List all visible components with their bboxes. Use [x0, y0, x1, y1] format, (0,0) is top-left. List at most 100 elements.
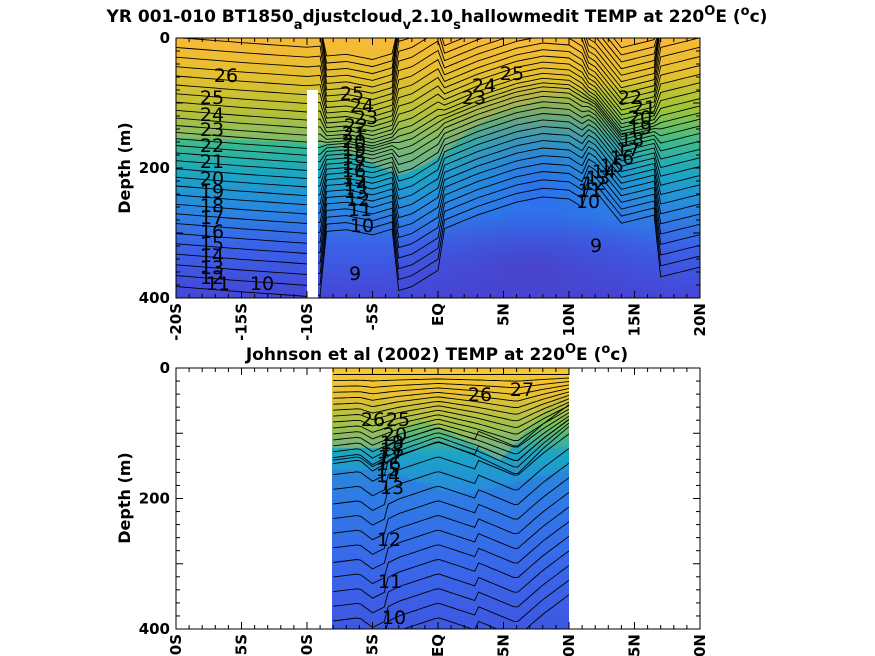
contour-label: 10 [576, 191, 600, 213]
ticks-bot: -20S -15S -10S -5S EQ 5N 10N 15N 20N 0 200 400 [139, 359, 709, 656]
contour-label: 20 [342, 131, 366, 153]
contour-label: 13 [344, 181, 368, 203]
contour-line [333, 377, 569, 382]
contour-label: 12 [377, 529, 401, 551]
contour-line [333, 521, 569, 585]
contour-label: 22 [618, 87, 642, 109]
contour-label: 20 [628, 107, 652, 129]
contour-label: 11 [578, 180, 602, 202]
contour-line [333, 381, 569, 389]
contour-label: 19 [200, 181, 224, 203]
ticks-top: -20S -15S -10S -5S EQ 5N 10N 15N 20N 0 200 400 [139, 29, 709, 341]
contour-label: 22 [200, 135, 224, 157]
contour-line [176, 119, 700, 197]
contour-label: 23 [354, 107, 378, 129]
x-tick-label: 20N [691, 303, 709, 336]
contour-label: 25 [200, 87, 224, 109]
contour-label: 26 [214, 65, 238, 87]
contour-line [176, 171, 700, 275]
contour-lines-top [176, 38, 700, 297]
contour-line [333, 401, 569, 428]
contour-label: 19 [342, 139, 366, 161]
contour-line [176, 38, 700, 112]
contour-line [176, 77, 700, 144]
contour-label: 23 [200, 119, 224, 141]
contour-label: 25 [340, 83, 364, 105]
contour-line [333, 404, 569, 468]
contour-line [319, 38, 660, 88]
contour-label: 10 [350, 215, 374, 237]
contour-label: 12 [346, 189, 370, 211]
contour-label: 24 [350, 95, 374, 117]
contour-line [176, 158, 700, 254]
contour-label: 12 [582, 173, 606, 195]
contour-label: 16 [377, 453, 401, 475]
contour-label: 19 [380, 432, 404, 454]
contour-line [321, 38, 658, 68]
x-tick-label: 10N [560, 634, 578, 656]
contour-label: 16 [342, 160, 366, 182]
contour-label: 15 [200, 233, 224, 255]
contour-line [176, 61, 700, 132]
x-tick-label: 15N [626, 634, 644, 656]
contour-label: 14 [200, 245, 224, 267]
contour-line [176, 72, 700, 140]
contour-line [176, 82, 700, 147]
contour-line [321, 38, 659, 75]
contour-line [176, 146, 700, 234]
contour-label: 25 [386, 409, 410, 431]
contour-label: 26 [468, 384, 492, 406]
contour-line [176, 95, 700, 164]
contour-label: 21 [632, 97, 656, 119]
contour-line [333, 418, 569, 482]
contour-line [176, 133, 700, 215]
contour-label: 15 [376, 459, 400, 481]
contour-line [176, 38, 662, 100]
contour-line [333, 408, 569, 441]
contour-label: 20 [383, 424, 407, 446]
contour-line [176, 42, 700, 117]
contour-line [333, 506, 569, 570]
contour-label: 22 [344, 115, 368, 137]
contour-label: 9 [590, 235, 602, 257]
ylabel-bot: Depth (m) [115, 452, 134, 544]
contour-label: 17 [616, 139, 640, 161]
contour-label: 26 [361, 409, 385, 431]
x-tick-label: -10S [298, 634, 316, 656]
contour-label: 13 [200, 257, 224, 279]
contour-label: 18 [620, 129, 644, 151]
contour-label: 10 [382, 607, 406, 629]
contour-line [176, 86, 700, 149]
contour-label: 27 [510, 379, 534, 401]
contour-line [176, 67, 700, 136]
x-tick-label: -15S [233, 303, 251, 341]
contour-label: 10 [250, 273, 274, 295]
contour-label: 14 [344, 174, 368, 196]
contour-line [385, 579, 569, 629]
contour-line [333, 412, 569, 448]
contour-line [176, 140, 700, 224]
contour-label: 18 [200, 195, 224, 217]
contour-label: 16 [200, 221, 224, 243]
x-tick-label: -20S [167, 634, 185, 656]
contour-line [176, 55, 700, 128]
contour-line [176, 165, 700, 265]
field-fill-bot [332, 368, 569, 629]
contour-label: 19 [628, 117, 652, 139]
contour-line [176, 152, 700, 244]
y-tick-label: 200 [139, 159, 170, 177]
y-tick-label: 400 [139, 620, 170, 638]
x-tick-label: EQ [429, 303, 447, 326]
contour-line [333, 391, 569, 408]
missing-band [307, 90, 318, 298]
contour-label: 16 [610, 147, 634, 169]
contour-line [176, 90, 700, 156]
y-tick-label: 200 [139, 490, 170, 508]
contour-line [333, 394, 569, 415]
contour-label: 18 [380, 439, 404, 461]
contour-label: 18 [342, 146, 366, 168]
contour-label: 23 [462, 87, 486, 109]
contour-line [333, 398, 569, 422]
